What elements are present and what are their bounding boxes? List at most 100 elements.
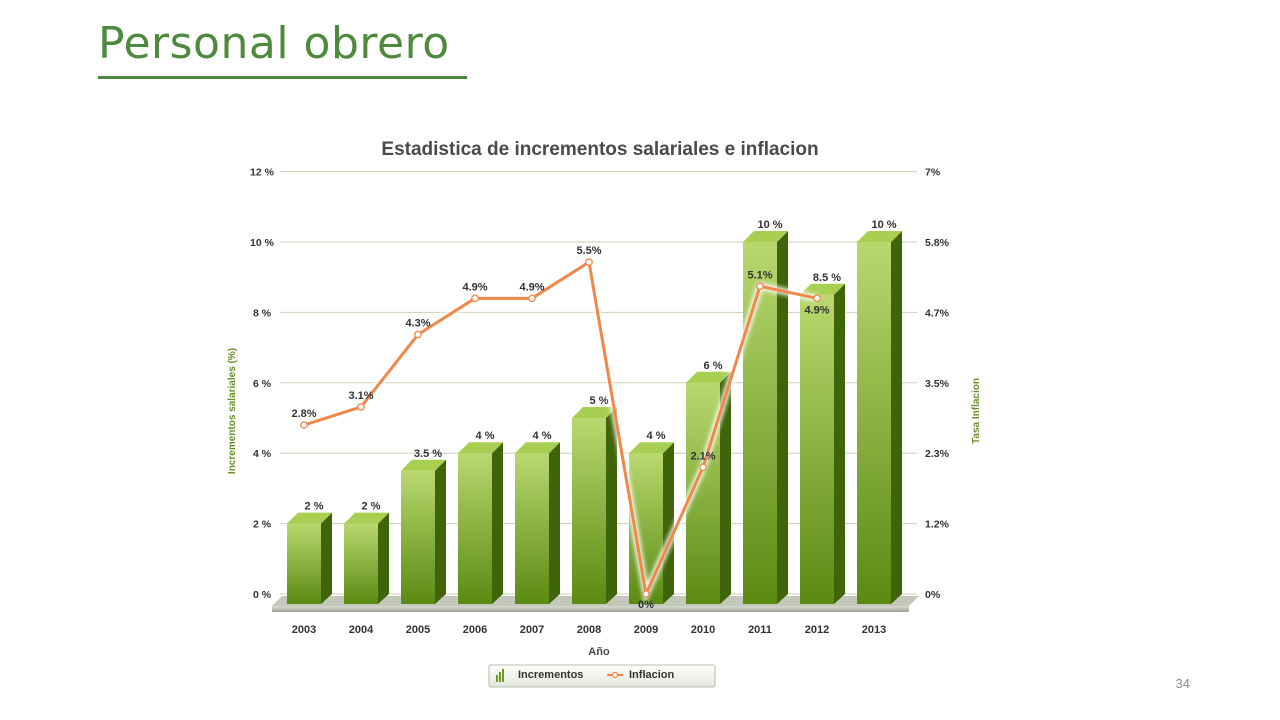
inflation-value-label: 0% [638, 599, 654, 611]
bar-side [492, 442, 503, 604]
bar-value-label: 10 % [871, 219, 896, 231]
bar-top [857, 231, 902, 242]
bar-top [629, 442, 674, 454]
y-axis-title: Incrementos salariales (%) [227, 348, 238, 474]
y2-tick-label: 0% [925, 589, 941, 601]
inflation-value-label: 5.1% [747, 269, 772, 281]
bar-top [800, 283, 845, 295]
inflation-value-labels: 2.8% 3.1% 4.3% 4.9% 4.9% 5.5% 0% 2.1% 5.1% 4.9% [291, 245, 829, 611]
bar-front [458, 453, 492, 604]
inflation-value-label: 2.1% [690, 450, 715, 462]
y-tick-label: 10 % [250, 237, 275, 249]
bar-value-label: 10 % [757, 219, 782, 231]
bar-side [834, 283, 845, 604]
inflation-point [471, 294, 479, 303]
bar-front [401, 470, 435, 604]
bar-side [777, 231, 788, 604]
bar-front [344, 523, 378, 604]
inflation-point [699, 463, 707, 472]
x-tick-label: 2012 [805, 624, 829, 636]
y-axis-left: 0 % 2 % 4 % 6 % 8 % 10 % 12 % [250, 167, 275, 601]
bar-value-label: 4 % [533, 430, 552, 442]
bar-value-label: 8.5 % [813, 272, 841, 284]
inflation-value-label: 4.9% [804, 304, 829, 316]
legend: Incrementos Inflacion [488, 664, 716, 688]
bar-top [743, 231, 788, 242]
bar-front [857, 242, 891, 604]
page-number: 34 [1175, 676, 1190, 691]
bar-value-label: 6 % [704, 360, 723, 372]
bar-value-label: 4 % [476, 430, 495, 442]
bar-top [344, 512, 389, 524]
x-tick-label: 2008 [577, 624, 601, 636]
bar-2003 [287, 512, 332, 604]
inflation-point [528, 294, 536, 303]
bar-top [686, 371, 731, 383]
bar-2012 [800, 283, 845, 604]
bar-value-label: 3.5 % [414, 448, 442, 460]
bar-top [287, 512, 332, 524]
legend-label-inflacion: Inflacion [629, 669, 675, 681]
bar-value-labels: 2 % 2 % 3.5 % 4 % 4 % 5 % 4 % 6 % 10 % 8.5 % 10 % [305, 219, 897, 513]
inflation-value-label: 3.1% [348, 390, 373, 402]
chart-title: Estadistica de incrementos salariales e … [381, 139, 818, 160]
bar-side [435, 459, 446, 604]
inflation-point [414, 330, 422, 339]
slide-title: Personal obrero [98, 18, 450, 69]
bar-side [321, 512, 332, 604]
x-tick-label: 2003 [292, 624, 316, 636]
bar-front [572, 418, 606, 604]
x-tick-label: 2009 [634, 624, 658, 636]
inflation-point [642, 590, 650, 598]
bar-value-label: 2 % [305, 501, 324, 513]
floor-front [272, 606, 909, 612]
bar-2006 [458, 442, 503, 604]
y2-tick-label: 3.5% [925, 378, 950, 390]
bar-side [378, 512, 389, 604]
legend-box [488, 664, 716, 688]
y-axis-right: 0% 1.2% 2.3% 3.5% 4.7% 5.8% 7% [925, 167, 950, 601]
bar-side [720, 371, 731, 604]
bar-value-label: 4 % [647, 430, 666, 442]
y-tick-label: 6 % [253, 378, 272, 390]
y-tick-label: 0 % [253, 589, 272, 601]
inflation-point [813, 294, 821, 303]
inflation-point [357, 403, 365, 411]
bar-2011 [743, 231, 788, 604]
y-tick-label: 4 % [253, 448, 272, 460]
bar-top [515, 442, 560, 454]
x-tick-label: 2005 [406, 624, 430, 636]
y2-tick-label: 7% [925, 167, 941, 179]
x-axis-title: Año [588, 646, 610, 658]
inflation-value-label: 2.8% [291, 408, 316, 420]
bar-2008 [572, 407, 617, 604]
inflation-point [585, 258, 593, 266]
bar-top [401, 459, 446, 471]
legend-label-incrementos: Incrementos [518, 669, 583, 681]
x-tick-label: 2004 [349, 624, 374, 636]
bar-side [549, 442, 560, 604]
inflation-line-group [300, 256, 821, 606]
bar-side [891, 231, 902, 604]
x-tick-label: 2010 [691, 624, 715, 636]
y2-tick-label: 2.3% [925, 448, 950, 460]
bar-top [572, 407, 617, 418]
y-tick-label: 2 % [253, 519, 272, 531]
y2-tick-label: 4.7% [925, 307, 950, 319]
y2-tick-label: 1.2% [925, 519, 950, 531]
y2-tick-label: 5.8% [925, 237, 950, 249]
bar-front [800, 294, 834, 604]
y-tick-label: 8 % [253, 307, 272, 319]
inflation-value-label: 4.9% [462, 281, 487, 293]
x-tick-label: 2011 [748, 624, 772, 636]
bars [287, 231, 902, 604]
bar-front [743, 242, 777, 604]
inflation-value-label: 4.9% [519, 281, 544, 293]
bar-front [287, 523, 321, 604]
inflation-point [756, 282, 764, 291]
bar-front [515, 453, 549, 604]
inflation-line [303, 260, 818, 596]
y-tick-label: 12 % [250, 167, 275, 179]
x-tick-label: 2013 [862, 624, 886, 636]
